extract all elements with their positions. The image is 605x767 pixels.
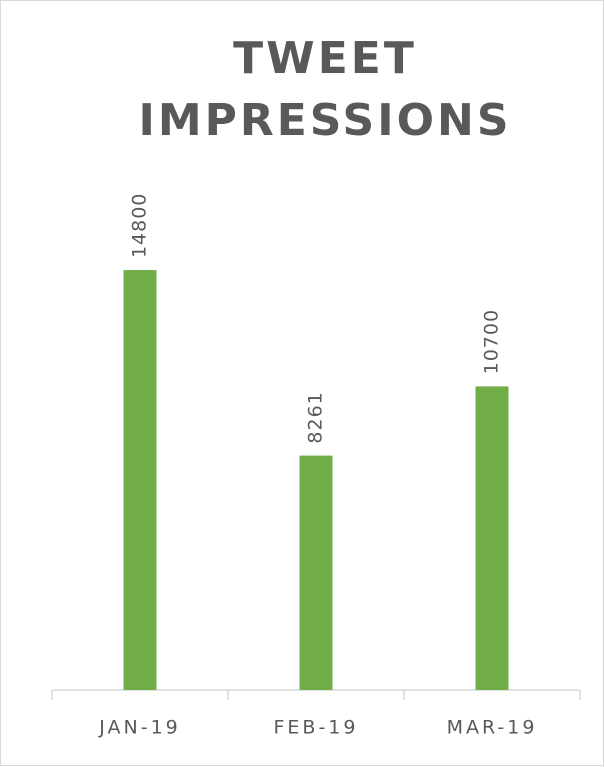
bar	[475, 386, 509, 690]
bar	[299, 455, 333, 690]
data-label: 10700	[481, 309, 503, 374]
data-label: 14800	[129, 193, 151, 258]
x-tick-label: MAR-19	[447, 717, 538, 739]
x-tick-label: JAN-19	[98, 717, 181, 739]
data-label: 8261	[305, 391, 327, 443]
bar	[123, 270, 157, 690]
x-tick-label: FEB-19	[273, 717, 358, 739]
chart-title: TWEET IMPRESSIONS	[138, 33, 512, 146]
